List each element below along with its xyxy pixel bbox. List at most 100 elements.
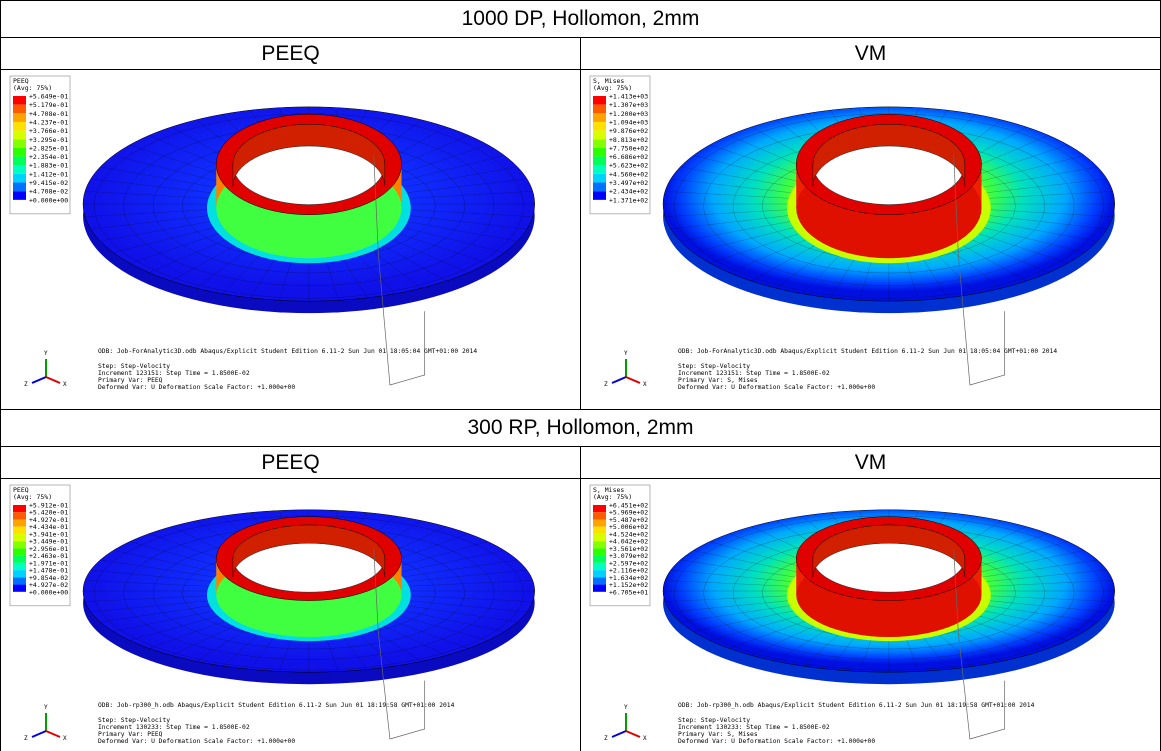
image-cell: PEEQ(Avg: 75%)+5.649e-01+5.179e-01+4.708… — [1, 70, 581, 410]
image-cell: PEEQ(Avg: 75%)+5.912e-01+5.420e-01+4.927… — [1, 479, 581, 751]
legend-band — [593, 534, 606, 541]
triad-x — [626, 377, 640, 383]
odb-info: ODB: Job-ForAnalytic3D.odb Abaqus/Explic… — [98, 348, 477, 355]
step-info: Deformed Var: U Deformation Scale Factor… — [98, 384, 295, 391]
triad-x — [46, 377, 60, 383]
step-info: Primary Var: S, Mises — [678, 377, 758, 384]
triad-label: Z — [604, 735, 608, 742]
legend-band — [593, 139, 606, 148]
legend-band — [13, 122, 26, 131]
legend-value: +5.623e+02 — [609, 162, 648, 170]
legend-band — [593, 512, 606, 519]
legend-band — [593, 563, 606, 570]
legend-band — [593, 556, 606, 563]
legend-band — [13, 577, 26, 584]
step-info: Increment 130233: Step Time = 1.8500E-02 — [678, 724, 830, 731]
triad-label: Y — [624, 704, 628, 711]
step-info: Primary Var: PEEQ — [98, 731, 163, 738]
legend-band — [593, 105, 606, 114]
legend-band — [593, 548, 606, 555]
legend-band — [13, 183, 26, 192]
legend-band — [13, 556, 26, 563]
title-row: 1000 DP, Hollomon, 2mm — [1, 1, 1161, 38]
legend-band — [13, 534, 26, 541]
legend-band — [593, 577, 606, 584]
step-info: Increment 123151: Step Time = 1.8500E-02 — [678, 370, 830, 377]
legend-value: +1.307e+03 — [609, 101, 648, 109]
legend-band — [593, 165, 606, 174]
legend-value: +1.094e+03 — [609, 118, 648, 126]
legend-band — [13, 505, 26, 512]
legend-value: +9.415e-02 — [29, 179, 68, 187]
legend-band — [13, 96, 26, 105]
legend-value: +7.750e+02 — [609, 144, 648, 152]
odb-info: ODB: Job-rp300_h.odb Abaqus/Explicit Stu… — [678, 702, 1035, 709]
fea-image: S, Mises(Avg: 75%)+6.451e+02+5.969e+02+5… — [582, 479, 1159, 751]
step-info: Increment 123151: Step Time = 1.8500E-02 — [98, 370, 250, 377]
legend-band — [593, 505, 606, 512]
legend-value: +4.237e-01 — [29, 118, 68, 126]
triad-z — [612, 377, 626, 383]
legend-value: +4.560e+02 — [609, 170, 648, 178]
triad-label: Z — [24, 381, 28, 388]
fea-image: PEEQ(Avg: 75%)+5.912e-01+5.420e-01+4.927… — [2, 479, 579, 751]
legend-value: +0.000e+00 — [29, 196, 68, 204]
legend-band — [13, 165, 26, 174]
legend-value: +4.708e-01 — [29, 110, 68, 118]
legend-value: +3.295e-01 — [29, 136, 68, 144]
triad-label: Y — [624, 350, 628, 357]
legend-band — [593, 541, 606, 548]
legend-band — [13, 191, 26, 200]
legend-band — [593, 191, 606, 200]
column-header: PEEQ — [1, 447, 581, 479]
step-info: Primary Var: PEEQ — [98, 377, 163, 384]
legend-value: +3.497e+02 — [609, 179, 648, 187]
triad-label: Z — [604, 381, 608, 388]
legend-value: +2.434e+02 — [609, 188, 648, 196]
legend-value: +1.371e+02 — [609, 196, 648, 204]
step-info: Primary Var: S, Mises — [678, 731, 758, 738]
legend-value: +1.200e+03 — [609, 110, 648, 118]
legend-band — [13, 541, 26, 548]
triad-x — [626, 731, 640, 737]
step-info: Step: Step-Velocity — [98, 717, 170, 724]
column-header: PEEQ — [1, 38, 581, 70]
legend-value: +1.412e-01 — [29, 170, 68, 178]
column-header: VM — [581, 38, 1161, 70]
step-info: Deformed Var: U Deformation Scale Factor… — [98, 738, 295, 745]
legend-band — [13, 174, 26, 183]
legend-value: +2.354e-01 — [29, 153, 68, 161]
legend-value: +1.883e-01 — [29, 162, 68, 170]
step-info: Step: Step-Velocity — [678, 363, 750, 370]
legend-band — [13, 157, 26, 166]
results-table: 1000 DP, Hollomon, 2mmPEEQVMPEEQ(Avg: 75… — [0, 0, 1161, 751]
legend-band — [593, 519, 606, 526]
table-body: 1000 DP, Hollomon, 2mmPEEQVMPEEQ(Avg: 75… — [1, 1, 1161, 751]
legend-band — [13, 548, 26, 555]
triad-x — [46, 731, 60, 737]
step-info: Increment 130233: Step Time = 1.8500E-02 — [98, 724, 250, 731]
step-info: Deformed Var: U Deformation Scale Factor… — [678, 384, 875, 391]
legend-band — [13, 585, 26, 592]
odb-info: ODB: Job-ForAnalytic3D.odb Abaqus/Explic… — [678, 348, 1057, 355]
triad-z — [612, 731, 626, 737]
step-info: Deformed Var: U Deformation Scale Factor… — [678, 738, 875, 745]
legend-band — [593, 157, 606, 166]
triad-label: X — [63, 381, 67, 388]
legend-band — [593, 148, 606, 157]
legend-band — [593, 113, 606, 122]
triad-label: X — [63, 735, 67, 742]
legend-band — [13, 139, 26, 148]
legend-band — [13, 527, 26, 534]
legend-band — [13, 105, 26, 114]
legend-value: +6.705e+01 — [609, 588, 648, 596]
legend-band — [593, 96, 606, 105]
fea-image: PEEQ(Avg: 75%)+5.649e-01+5.179e-01+4.708… — [2, 70, 579, 403]
legend-avg: (Avg: 75%) — [593, 493, 632, 501]
legend-value: +5.179e-01 — [29, 101, 68, 109]
legend-band — [593, 122, 606, 131]
legend-value: +4.708e-02 — [29, 188, 68, 196]
legend-value: +3.766e-01 — [29, 127, 68, 135]
step-info: Step: Step-Velocity — [98, 363, 170, 370]
image-row: PEEQ(Avg: 75%)+5.912e-01+5.420e-01+4.927… — [1, 479, 1161, 751]
